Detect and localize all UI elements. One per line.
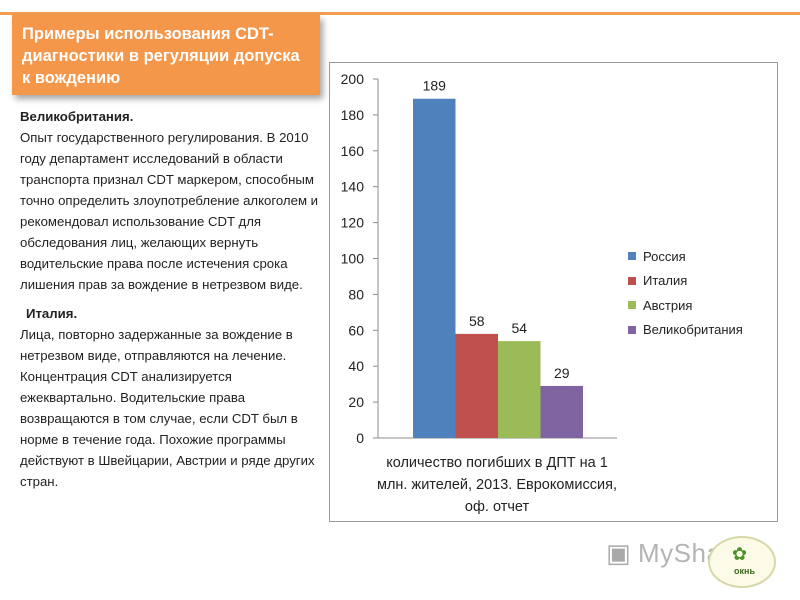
y-tick-label: 180 — [341, 107, 365, 123]
chart-frame — [329, 62, 778, 522]
legend-item-austria: Австрия — [628, 293, 743, 318]
bar-2 — [455, 333, 498, 438]
bars — [413, 98, 583, 439]
data-labels: 189 58 54 29 — [423, 78, 570, 381]
y-tick-label: 0 — [356, 430, 364, 446]
country-heading-uk: Великобритания. — [20, 109, 134, 124]
chart-legend: Россия Италия Австрия Великобритания — [628, 244, 743, 342]
y-tick-label: 40 — [348, 358, 364, 374]
legend-item-uk: Великобритания — [628, 318, 743, 343]
legend-swatch-uk — [628, 325, 636, 334]
data-label-3: 54 — [511, 320, 527, 336]
y-tick-label: 140 — [341, 179, 365, 195]
logo-badge-text: окнь — [734, 566, 755, 576]
legend-label-austria: Австрия — [643, 297, 693, 313]
logo-badge: ✿ окнь — [708, 536, 776, 588]
legend-label-italy: Италия — [643, 273, 688, 289]
country-heading-italy: Италия. — [26, 306, 78, 321]
myshared-logo[interactable]: ▣ MyShared ✿ окнь — [606, 534, 776, 590]
paragraph-italy: Лица, повторно задержанные за вождение в… — [20, 327, 315, 489]
paragraph-uk: Опыт государственного регулирования. В 2… — [20, 130, 319, 292]
y-axis: 0 20 40 60 80 100 120 140 160 180 200 — [341, 71, 617, 446]
legend-item-russia: Россия — [628, 244, 743, 269]
y-tick-label: 60 — [348, 322, 364, 338]
data-label-2: 58 — [469, 313, 485, 329]
data-label-4: 29 — [554, 365, 570, 381]
top-accent-line — [0, 12, 800, 15]
legend-swatch-italy — [628, 276, 636, 285]
bar-3 — [498, 341, 541, 438]
data-label-1: 189 — [423, 78, 447, 94]
bar-1 — [413, 98, 456, 439]
y-tick-label: 20 — [348, 394, 364, 410]
slide-title: Примеры использования CDT-диагностики в … — [12, 15, 320, 95]
legend-swatch-austria — [628, 301, 636, 310]
legend-swatch-russia — [628, 252, 636, 261]
y-tick-label: 120 — [341, 215, 365, 231]
slide-title-text: Примеры использования CDT-диагностики в … — [22, 25, 300, 87]
tree-icon: ✿ — [732, 544, 748, 564]
legend-label-russia: Россия — [643, 248, 686, 264]
x-axis-caption: количество погибших в ДПТ на 1 млн. жите… — [377, 455, 617, 515]
presentation-screen-icon: ▣ — [606, 538, 631, 568]
bar-4 — [540, 385, 583, 438]
y-tick-label: 160 — [341, 143, 365, 159]
y-tick-label: 100 — [341, 251, 365, 267]
legend-item-italy: Италия — [628, 269, 743, 294]
legend-label-uk: Великобритания — [643, 322, 743, 338]
y-tick-label: 80 — [348, 286, 364, 302]
text-column: Великобритания. Опыт государственного ре… — [20, 106, 330, 492]
y-tick-label: 200 — [341, 71, 365, 87]
